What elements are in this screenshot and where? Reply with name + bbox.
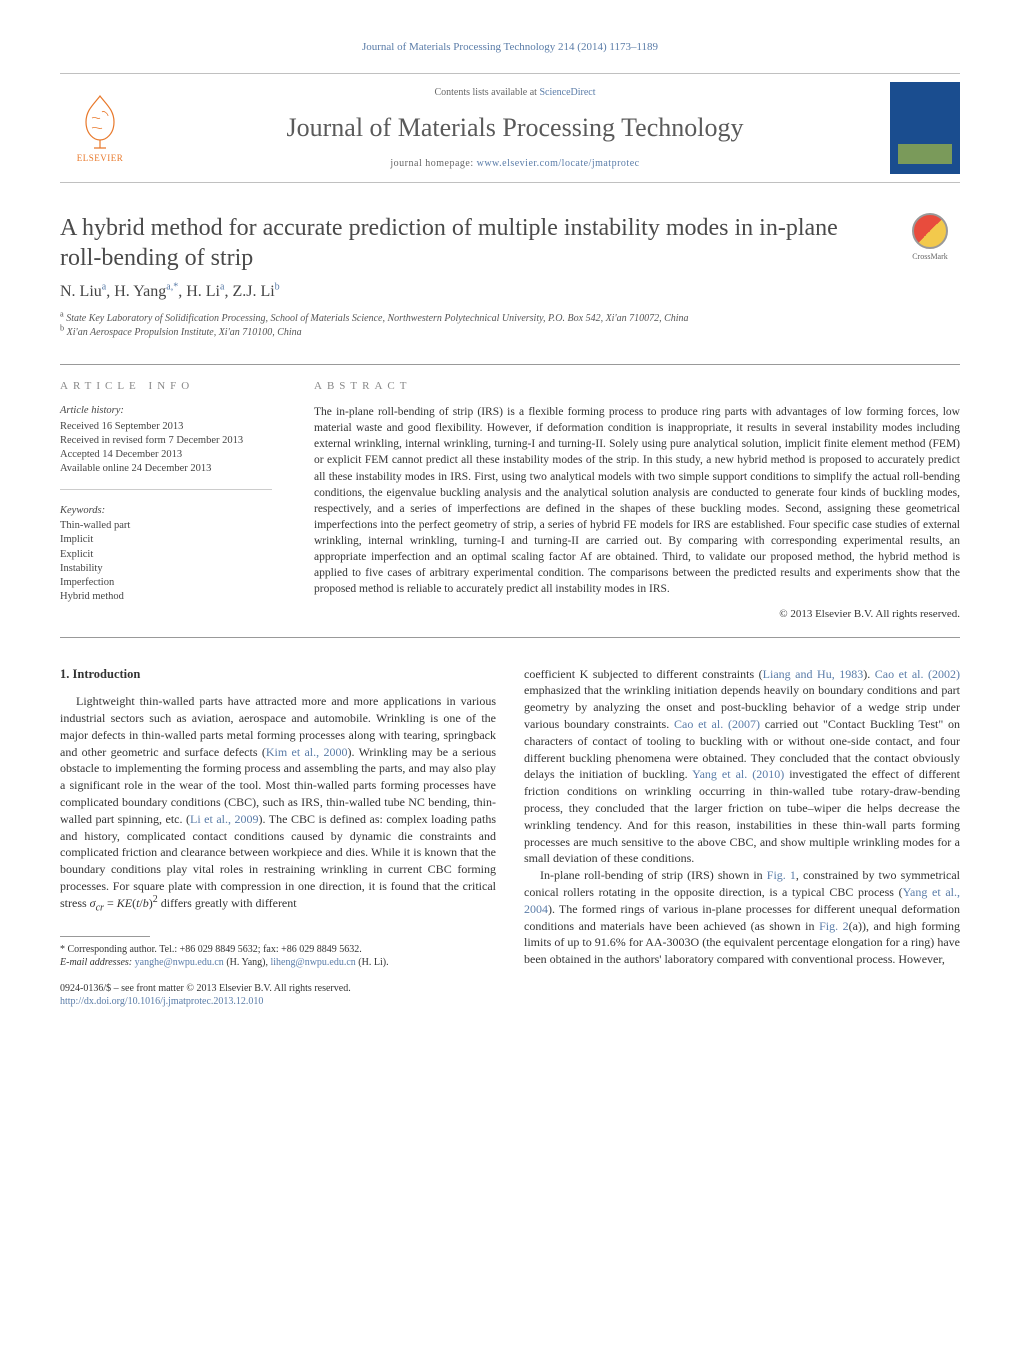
masthead: ELSEVIER Contents lists available at Sci… — [60, 73, 960, 183]
authors: N. Liua, H. Yanga,*, H. Lia, Z.J. Lib — [60, 281, 960, 303]
sciencedirect-link[interactable]: ScienceDirect — [539, 87, 595, 98]
affiliations: a State Key Laboratory of Solidification… — [60, 312, 960, 340]
elsevier-tree-icon — [74, 92, 126, 150]
front-matter-line: 0924-0136/$ – see front matter © 2013 El… — [60, 982, 496, 996]
email-label: E-mail addresses: — [60, 957, 132, 968]
elsevier-logo: ELSEVIER — [60, 83, 140, 173]
affiliation-b: b Xi'an Aerospace Propulsion Institute, … — [60, 326, 960, 340]
history-received: Received 16 September 2013 — [60, 420, 272, 434]
affiliation-a-text: State Key Laboratory of Solidification P… — [66, 313, 688, 324]
email-line: E-mail addresses: yanghe@nwpu.edu.cn (H.… — [60, 956, 496, 970]
journal-cover-thumbnail — [890, 82, 960, 174]
crossmark-label: CrossMark — [900, 251, 960, 262]
journal-title: Journal of Materials Processing Technolo… — [160, 110, 870, 146]
article-history-block: Article history: Received 16 September 2… — [60, 404, 272, 489]
crossmark-badge[interactable]: CrossMark — [900, 213, 960, 262]
email-li-who: (H. Li). — [356, 957, 389, 968]
masthead-center: Contents lists available at ScienceDirec… — [160, 86, 870, 170]
article-info: ARTICLE INFO Article history: Received 1… — [60, 365, 290, 637]
email-yang-who: (H. Yang), — [224, 957, 271, 968]
corr-author-line: * Corresponding author. Tel.: +86 029 88… — [60, 943, 496, 957]
column-right: coefficient K subjected to different con… — [524, 666, 960, 1009]
crossmark-icon — [912, 213, 948, 249]
keywords-label: Keywords: — [60, 504, 272, 519]
column-left: 1. Introduction Lightweight thin-walled … — [60, 666, 496, 1009]
abstract: ABSTRACT The in-plane roll-bending of st… — [290, 365, 960, 637]
keyword-1: Implicit — [60, 533, 272, 547]
abstract-copyright: © 2013 Elsevier B.V. All rights reserved… — [314, 607, 960, 622]
history-label: Article history: — [60, 404, 272, 419]
footnote-separator — [60, 936, 150, 937]
affiliation-b-text: Xi'an Aerospace Propulsion Institute, Xi… — [67, 327, 302, 338]
keyword-4: Imperfection — [60, 576, 272, 590]
history-online: Available online 24 December 2013 — [60, 462, 272, 476]
keyword-0: Thin-walled part — [60, 519, 272, 533]
email-yang[interactable]: yanghe@nwpu.edu.cn — [135, 957, 224, 968]
keyword-5: Hybrid method — [60, 590, 272, 604]
abstract-text: The in-plane roll-bending of strip (IRS)… — [314, 404, 960, 597]
homepage-line: journal homepage: www.elsevier.com/locat… — [160, 157, 870, 171]
info-abstract-row: ARTICLE INFO Article history: Received 1… — [60, 364, 960, 638]
intro-para-3: In-plane roll-bending of strip (IRS) sho… — [524, 867, 960, 968]
keyword-2: Explicit — [60, 548, 272, 562]
doi-link[interactable]: http://dx.doi.org/10.1016/j.jmatprotec.2… — [60, 996, 263, 1007]
contents-prefix: Contents lists available at — [434, 87, 539, 98]
doi-block: 0924-0136/$ – see front matter © 2013 El… — [60, 982, 496, 1009]
article-info-heading: ARTICLE INFO — [60, 379, 272, 394]
body-columns: 1. Introduction Lightweight thin-walled … — [60, 666, 960, 1009]
section-1-heading: 1. Introduction — [60, 666, 496, 684]
keyword-3: Instability — [60, 562, 272, 576]
corresponding-author-footnote: * Corresponding author. Tel.: +86 029 88… — [60, 943, 496, 970]
publisher-name: ELSEVIER — [77, 152, 124, 165]
contents-line: Contents lists available at ScienceDirec… — [160, 86, 870, 100]
affiliation-a: a State Key Laboratory of Solidification… — [60, 312, 960, 326]
article-title: A hybrid method for accurate prediction … — [60, 213, 880, 273]
abstract-heading: ABSTRACT — [314, 379, 960, 394]
history-revised: Received in revised form 7 December 2013 — [60, 434, 272, 448]
homepage-link[interactable]: www.elsevier.com/locate/jmatprotec — [477, 158, 640, 169]
header-citation: Journal of Materials Processing Technolo… — [60, 40, 960, 55]
intro-para-1: Lightweight thin-walled parts have attra… — [60, 693, 496, 911]
history-accepted: Accepted 14 December 2013 — [60, 448, 272, 462]
intro-para-2: coefficient K subjected to different con… — [524, 666, 960, 868]
keywords-block: Keywords: Thin-walled part Implicit Expl… — [60, 504, 272, 605]
homepage-prefix: journal homepage: — [390, 158, 476, 169]
email-li[interactable]: liheng@nwpu.edu.cn — [270, 957, 355, 968]
